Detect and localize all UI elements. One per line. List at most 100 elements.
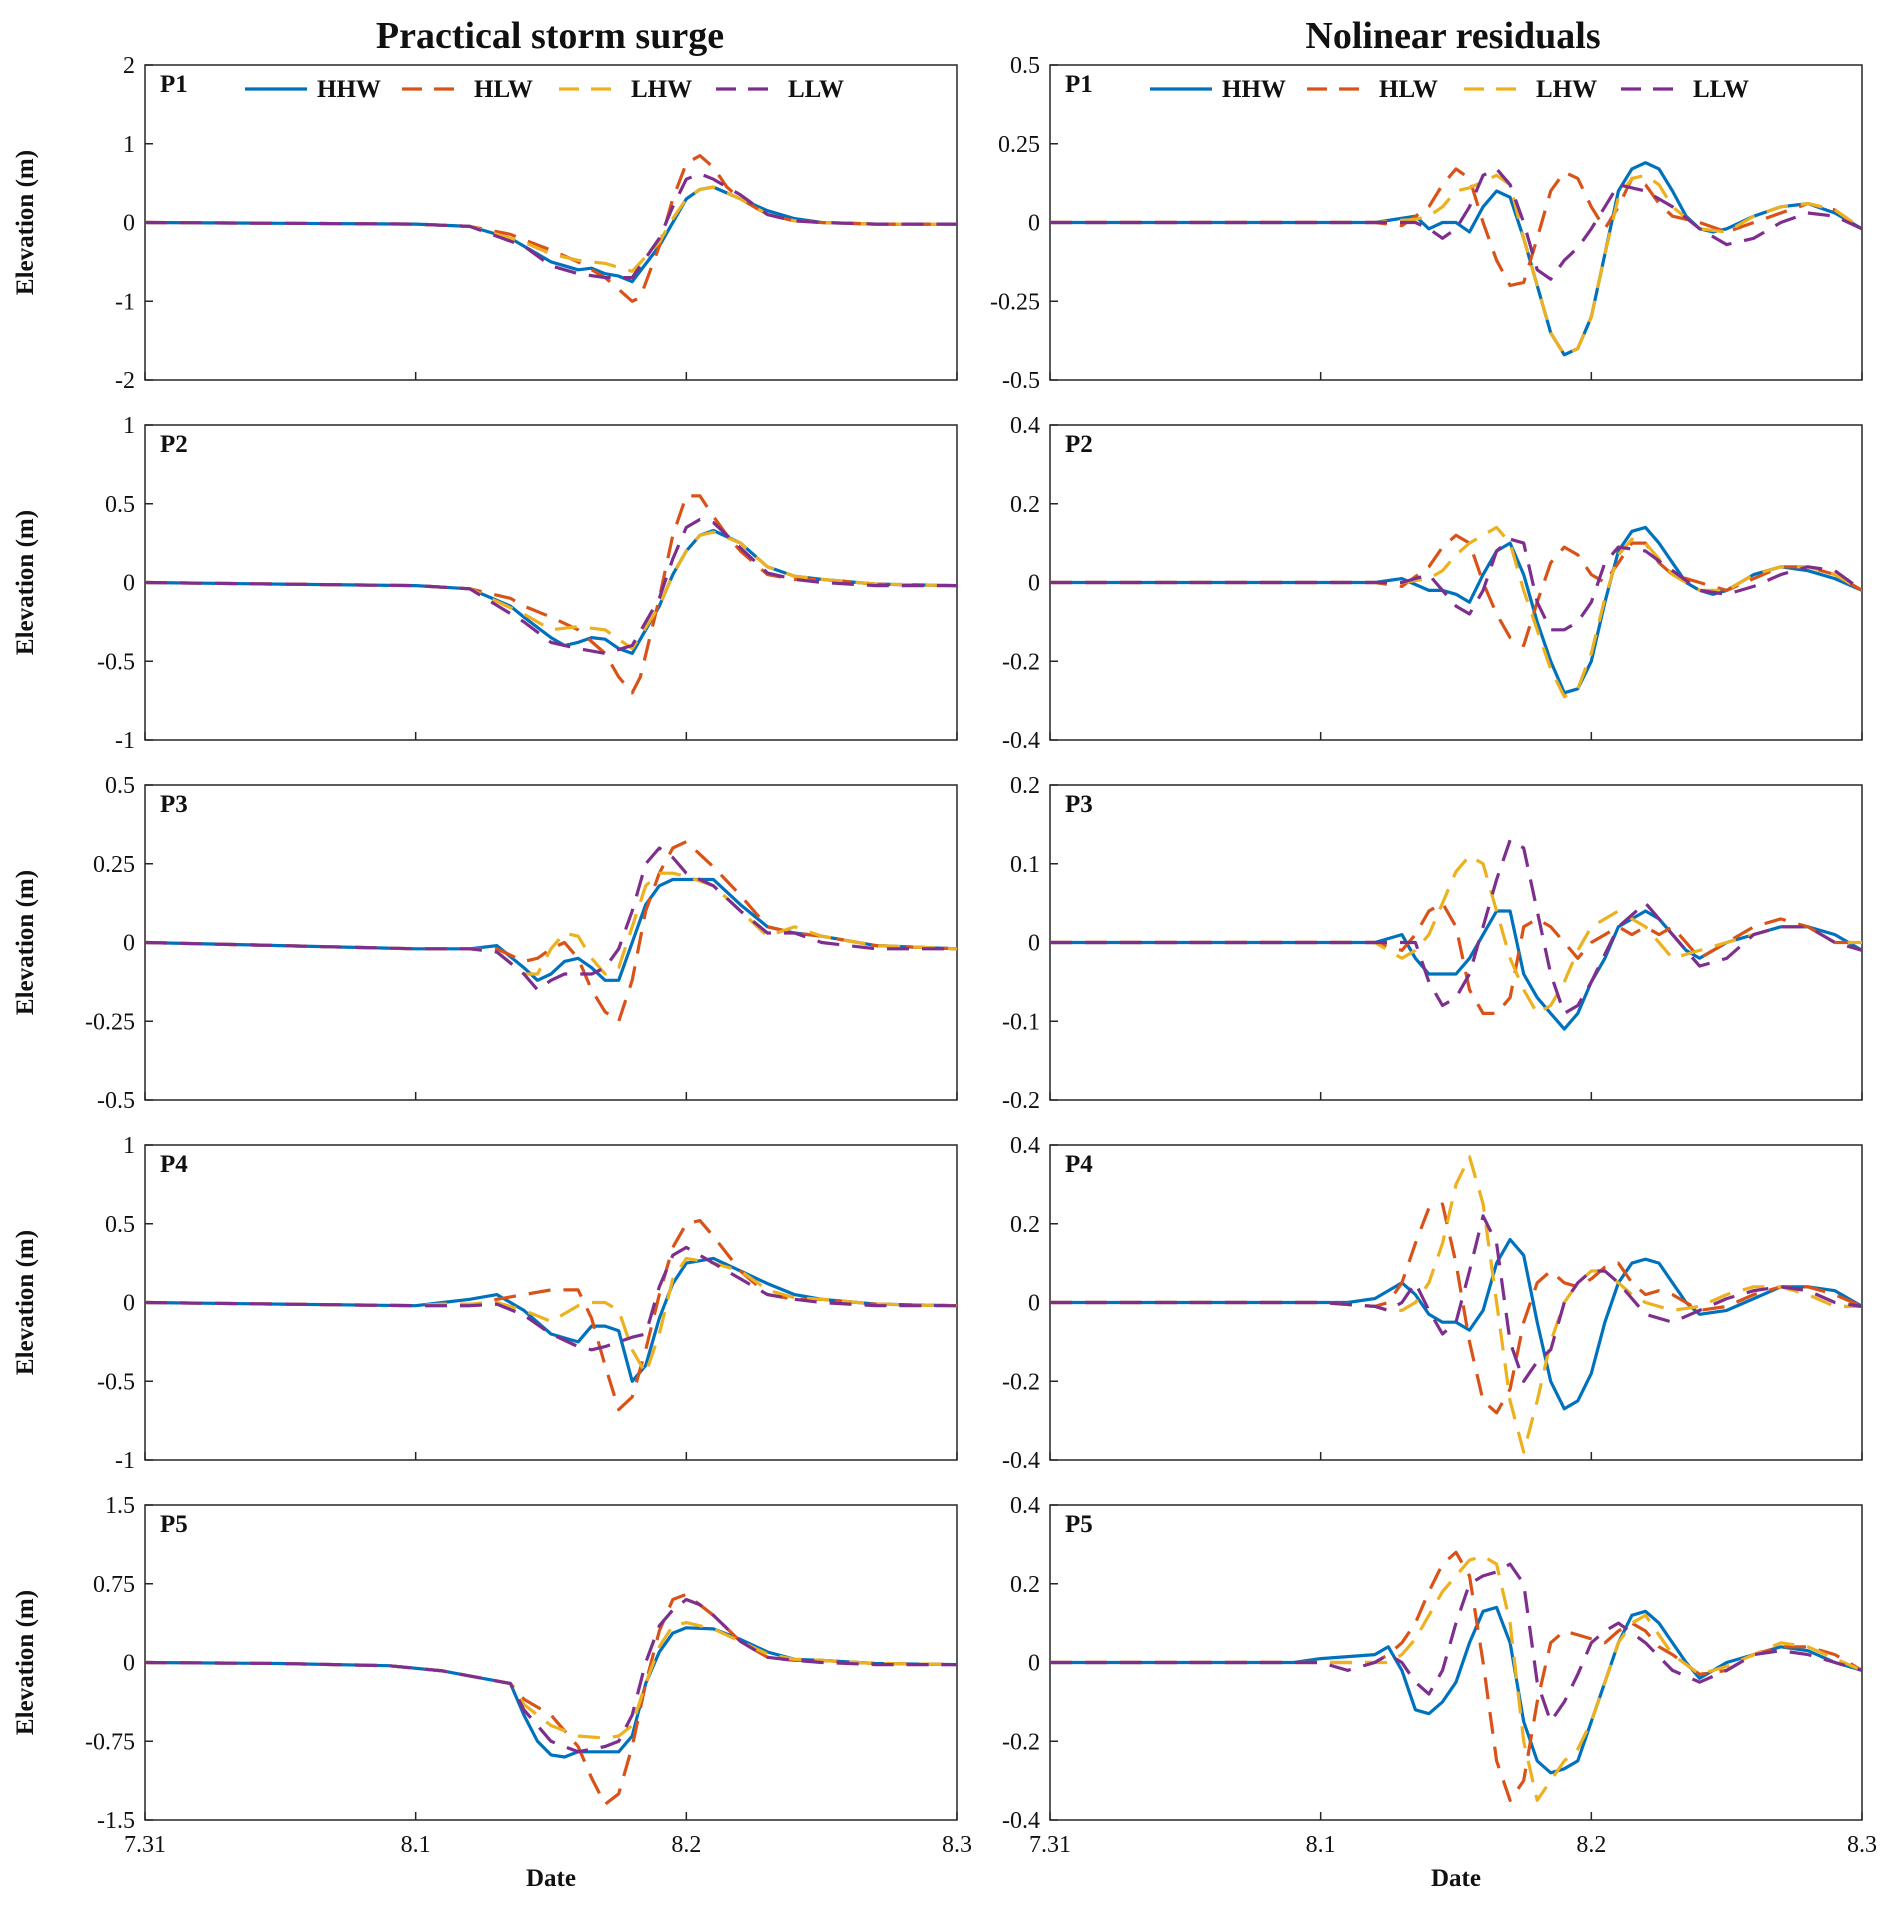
right-column-title: Nolinear residuals: [1305, 15, 1600, 57]
residual-p1-ytick-label: 0: [1028, 211, 1040, 237]
residual-p2-tag: P2: [1065, 431, 1093, 458]
surge-p4-series-group: [145, 1218, 957, 1412]
legend-label-hhw: HHW: [317, 76, 381, 103]
surge-p2-ytick-label: -0.5: [97, 649, 135, 675]
legend-label-hlw: HLW: [474, 76, 533, 103]
surge-p4-tag: P4: [160, 1151, 188, 1178]
surge-p1-panel: 2 1 0 -1 -2 P1 Elevation (m) HHW HLW LHW LLW: [12, 53, 958, 394]
surge-p5-xtick-label: 7.31: [124, 1832, 166, 1858]
surge-p1-series-hlw: [145, 154, 957, 303]
surge-p2-series-llw: [145, 517, 957, 656]
residual-p4-ytick-label: 0: [1028, 1291, 1040, 1317]
legend-label-llw: LLW: [788, 76, 844, 103]
surge-p4-ytick-label: -0.5: [97, 1369, 135, 1395]
surge-p3-series-hhw: [145, 877, 957, 982]
residual-p4-tag: P4: [1065, 1151, 1093, 1178]
surge-p4-panel: 1 0.5 0 -0.5 -1 P4 Elevation (m): [12, 1133, 958, 1474]
residual-p1-series-llw: [1050, 167, 1862, 281]
residual-p3-series-lhw: [1050, 854, 1862, 1016]
surge-p2-tag: P2: [160, 431, 188, 458]
surge-p1-ytick-label: -2: [115, 368, 135, 394]
surge-p1-tag: P1: [160, 71, 188, 98]
surge-p5-ytick-label: -1.5: [97, 1808, 135, 1834]
residual-p2-panel: 0.4 0.2 0 -0.2 -0.4 P2: [1002, 413, 1863, 754]
surge-p2-ytick-label: 0.5: [105, 492, 135, 518]
residual-p4-series-llw: [1050, 1214, 1862, 1383]
residual-p2-ytick-label: -0.4: [1002, 728, 1040, 754]
residual-p1-tag: P1: [1065, 71, 1093, 98]
surge-p5-ytick-label: 1.5: [105, 1493, 135, 1519]
residual-p3-panel: 0.2 0.1 0 -0.1 -0.2 P3: [1002, 773, 1863, 1114]
surge-p4-ytick-label: 1: [123, 1133, 135, 1159]
surge-p2-axes-box: [144, 424, 958, 741]
residual-p5-tag: P5: [1065, 1511, 1093, 1538]
surge-p2-ytick-label: 0: [123, 571, 135, 597]
residual-p3-ytick-label: 0.1: [1010, 852, 1040, 878]
residual-p2-series-group: [1050, 525, 1862, 699]
residual-p2-ytick-label: 0.2: [1010, 492, 1040, 518]
residual-p2-series-llw: [1050, 537, 1862, 632]
residual-p5-series-llw: [1050, 1562, 1862, 1724]
legend-label-lhw: LHW: [631, 76, 692, 103]
surge-p5-xtick-label: 8.3: [942, 1832, 972, 1858]
residual-p1-panel: 0.5 0.25 0 -0.25 -0.5 P1 HHW HLW LHW LLW: [990, 53, 1863, 394]
residual-p5-xtick-label: 7.31: [1029, 1832, 1071, 1858]
surge-p4-ylabel: Elevation (m): [12, 1230, 39, 1375]
residual-p3-series-group: [1050, 838, 1862, 1031]
residual-p5-ytick-label: 0.2: [1010, 1572, 1040, 1598]
residual-p5-ytick-label: -0.2: [1002, 1729, 1040, 1755]
residual-p5-xtick-label: 8.2: [1576, 1832, 1606, 1858]
surge-p1-legend: HHW HLW LHW LLW: [245, 76, 844, 103]
surge-p3-series-llw: [145, 846, 957, 992]
surge-p5-ylabel: Elevation (m): [12, 1590, 39, 1735]
residual-p3-series-hlw: [1050, 901, 1862, 1016]
surge-p5-panel: 1.5 0.75 0 -0.75 -1.57.31 8.1 8.2 8.3 P5 Elevatio…: [12, 1493, 972, 1892]
surge-p5-xtick-label: 8.2: [671, 1832, 701, 1858]
surge-p2-ylabel: Elevation (m): [12, 510, 39, 655]
residual-p1-ytick-label: 0.5: [1010, 53, 1040, 79]
surge-p1-ytick-label: 2: [123, 53, 135, 79]
residual-p5-xlabel: Date: [1431, 1865, 1481, 1892]
surge-p4-axes-box: [144, 1144, 958, 1461]
surge-p5-series-llw: [145, 1597, 957, 1754]
surge-p4-ytick-label: 0: [123, 1291, 135, 1317]
residual-p4-series-lhw: [1050, 1155, 1862, 1454]
surge-p5-ytick-label: 0: [123, 1651, 135, 1677]
residual-p2-ytick-label: 0.4: [1010, 413, 1040, 439]
panels-group: 2 1 0 -1 -2 P1 Elevation (m) HHW HLW LHW LLW 1 0.5 0 -…: [12, 53, 1877, 1892]
surge-p1-ytick-label: 0: [123, 211, 135, 237]
residual-p3-series-llw: [1050, 838, 1862, 1016]
residual-p1-ytick-label: -0.25: [990, 289, 1040, 315]
residual-p2-ytick-label: -0.2: [1002, 649, 1040, 675]
residual-p2-ytick-label: 0: [1028, 571, 1040, 597]
surge-p2-series-group: [145, 494, 957, 695]
surge-p3-tag: P3: [160, 791, 188, 818]
surge-p4-ytick-label: -1: [115, 1448, 135, 1474]
surge-p1-ytick-label: -1: [115, 289, 135, 315]
residual-p5-ytick-label: -0.4: [1002, 1808, 1040, 1834]
residual-p4-series-hhw: [1050, 1237, 1862, 1411]
surge-p4-series-hhw: [145, 1256, 957, 1383]
surge-p3-ytick-label: 0.5: [105, 773, 135, 799]
surge-p1-ylabel: Elevation (m): [12, 150, 39, 295]
residual-p1-legend: HHW HLW LHW LLW: [1150, 76, 1749, 103]
residual-p4-panel: 0.4 0.2 0 -0.2 -0.4 P4: [1002, 1133, 1863, 1474]
surge-p3-ylabel: Elevation (m): [12, 870, 39, 1015]
residual-p1-series-hlw: [1050, 167, 1862, 288]
left-column-title: Practical storm surge: [376, 15, 724, 57]
residual-p3-tag: P3: [1065, 791, 1093, 818]
surge-p3-ytick-label: 0: [123, 931, 135, 957]
residual-p3-ytick-label: -0.1: [1002, 1009, 1040, 1035]
residual-p4-ytick-label: -0.2: [1002, 1369, 1040, 1395]
surge-p2-panel: 1 0.5 0 -0.5 -1 P2 Elevation (m): [12, 413, 958, 754]
residual-p5-series-hlw: [1050, 1550, 1862, 1802]
surge-p5-tag: P5: [160, 1511, 188, 1538]
surge-p4-ytick-label: 0.5: [105, 1212, 135, 1238]
residual-p3-ytick-label: -0.2: [1002, 1088, 1040, 1114]
residual-p4-ytick-label: -0.4: [1002, 1448, 1040, 1474]
residual-p2-series-hhw: [1050, 525, 1862, 695]
surge-p1-series-llw: [145, 172, 957, 280]
surge-p2-ytick-label: 1: [123, 413, 135, 439]
surge-p3-series-group: [145, 840, 957, 1023]
